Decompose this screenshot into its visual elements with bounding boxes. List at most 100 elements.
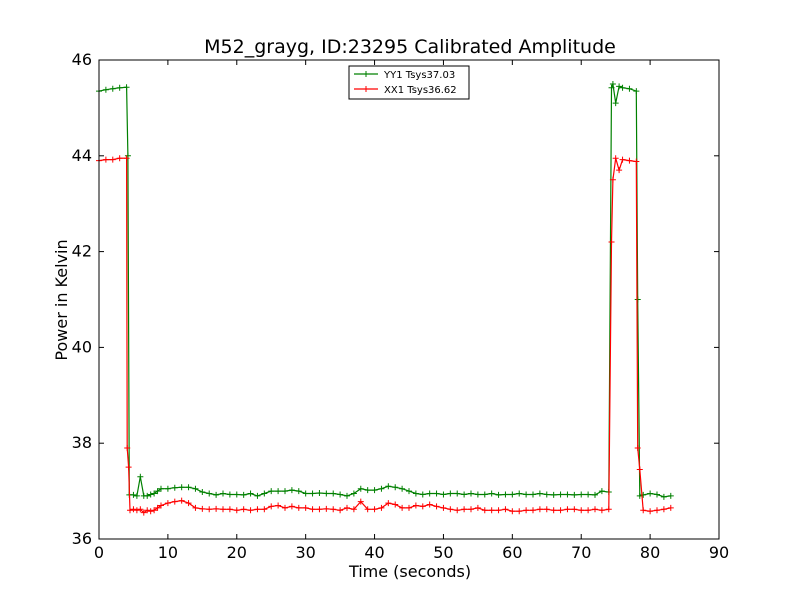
data-point <box>530 507 536 514</box>
data-point <box>502 491 509 498</box>
data-point <box>357 485 364 492</box>
data-point <box>124 444 131 451</box>
data-point <box>557 507 564 514</box>
data-point <box>605 506 612 513</box>
data-point <box>275 502 282 509</box>
legend: YY1 Tsys37.03 XX1 Tsys36.62 <box>348 65 470 100</box>
data-point <box>433 503 440 510</box>
x-tick-label: 70 <box>571 543 591 562</box>
x-tick-label: 20 <box>227 543 247 562</box>
data-point <box>133 492 140 499</box>
data-point <box>633 88 640 95</box>
data-point <box>536 506 543 513</box>
data-point <box>261 506 268 513</box>
legend-entry-label: YY1 Tsys37.03 <box>383 70 455 81</box>
data-point <box>612 100 619 107</box>
data-point <box>288 503 295 510</box>
data-point <box>481 491 488 498</box>
data-point <box>254 492 261 499</box>
data-point <box>495 491 502 498</box>
data-point <box>609 176 616 183</box>
data-point <box>357 498 364 505</box>
data-point <box>323 505 330 512</box>
plot-background <box>99 60 719 539</box>
y-tick-label: 44 <box>72 146 92 165</box>
data-point <box>171 484 178 491</box>
data-point <box>399 485 406 492</box>
data-point <box>426 490 433 497</box>
y-tick-label: 42 <box>72 242 92 261</box>
data-point <box>147 491 154 498</box>
data-point <box>626 85 633 92</box>
data-point <box>158 485 164 492</box>
data-point <box>550 507 557 514</box>
data-point <box>626 157 633 164</box>
data-point <box>316 506 323 513</box>
data-point <box>406 488 412 495</box>
data-point <box>268 488 275 495</box>
data-point <box>640 507 647 514</box>
data-point <box>609 80 616 87</box>
y-tick-label: 40 <box>72 337 92 356</box>
data-point <box>309 490 316 497</box>
data-point <box>571 491 578 498</box>
data-point <box>151 507 158 514</box>
data-point <box>309 506 316 513</box>
data-point <box>550 491 557 498</box>
data-point <box>240 491 247 498</box>
data-point <box>137 506 144 513</box>
data-point <box>392 484 399 491</box>
data-point <box>660 506 667 513</box>
data-point <box>468 490 474 497</box>
data-point <box>654 507 660 514</box>
axes-frame <box>98 59 720 540</box>
data-point <box>440 504 447 511</box>
data-point <box>592 506 598 513</box>
data-point <box>350 506 357 513</box>
data-point <box>123 155 130 162</box>
data-point <box>302 504 309 511</box>
data-point <box>647 508 654 515</box>
y-tick-label: 36 <box>72 529 92 548</box>
data-point <box>220 506 226 513</box>
data-point <box>516 490 523 497</box>
series-1 <box>96 80 674 500</box>
data-point <box>633 158 640 165</box>
data-point <box>268 503 275 510</box>
data-point <box>667 492 674 499</box>
series-layer <box>96 80 674 516</box>
data-point <box>564 506 571 513</box>
data-point <box>133 507 140 514</box>
data-point <box>454 507 461 514</box>
data-point <box>171 498 178 505</box>
data-point <box>233 507 240 514</box>
data-point <box>125 464 132 471</box>
data-point <box>178 484 185 491</box>
x-tick-label: 50 <box>433 543 453 562</box>
data-point <box>440 491 447 498</box>
data-point <box>127 507 133 514</box>
data-point <box>282 488 288 495</box>
data-point <box>178 497 185 504</box>
data-point <box>288 487 295 494</box>
data-point <box>660 493 667 500</box>
data-point <box>433 490 440 497</box>
data-point <box>254 506 261 513</box>
data-point <box>571 506 578 513</box>
data-point <box>536 490 543 497</box>
y-tick-label: 38 <box>72 433 92 452</box>
data-point <box>116 84 123 91</box>
data-point <box>330 490 337 497</box>
data-point <box>419 491 426 498</box>
data-point <box>337 491 344 498</box>
data-point <box>509 491 516 498</box>
data-point <box>233 491 240 498</box>
data-point <box>392 501 399 508</box>
data-point <box>488 507 495 514</box>
data-point <box>323 490 330 497</box>
data-point <box>185 484 192 491</box>
ticks-layer: 0 10 20 30 40 50 60 70 80 90 36 38 40 42 44 46 <box>72 50 730 562</box>
data-point <box>199 489 206 496</box>
data-point <box>523 491 530 498</box>
data-point <box>640 491 647 498</box>
